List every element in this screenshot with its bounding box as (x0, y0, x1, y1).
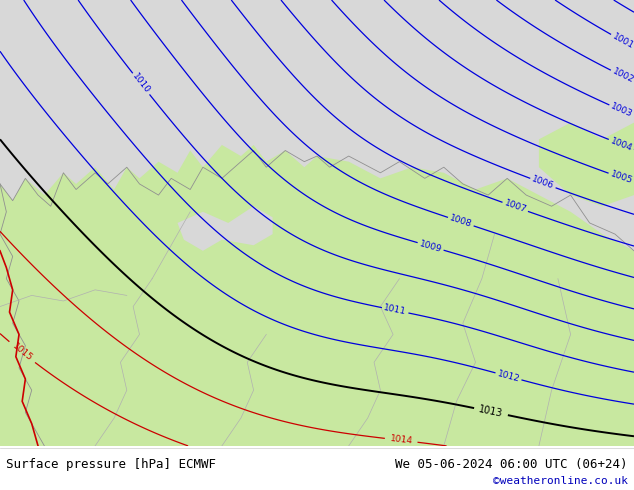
Text: 1005: 1005 (609, 170, 633, 186)
Text: 1006: 1006 (531, 175, 555, 191)
Polygon shape (539, 122, 634, 206)
Text: ©weatheronline.co.uk: ©weatheronline.co.uk (493, 476, 628, 487)
Polygon shape (0, 0, 634, 251)
Polygon shape (0, 0, 634, 446)
Text: 1002: 1002 (611, 67, 634, 85)
Text: 1007: 1007 (503, 199, 527, 215)
Text: 1010: 1010 (131, 72, 152, 96)
Text: 1013: 1013 (478, 404, 504, 419)
Text: 1012: 1012 (496, 369, 521, 384)
Text: 1015: 1015 (10, 342, 34, 363)
Text: 1014: 1014 (389, 435, 413, 446)
Text: 1004: 1004 (609, 136, 633, 153)
Text: Surface pressure [hPa] ECMWF: Surface pressure [hPa] ECMWF (6, 458, 216, 471)
Text: 1009: 1009 (418, 239, 443, 254)
Text: 1008: 1008 (448, 214, 473, 229)
Text: 1001: 1001 (611, 31, 634, 50)
Text: We 05-06-2024 06:00 UTC (06+24): We 05-06-2024 06:00 UTC (06+24) (395, 458, 628, 471)
Text: 1011: 1011 (383, 304, 407, 317)
Text: 1003: 1003 (609, 102, 634, 119)
Polygon shape (178, 206, 273, 251)
